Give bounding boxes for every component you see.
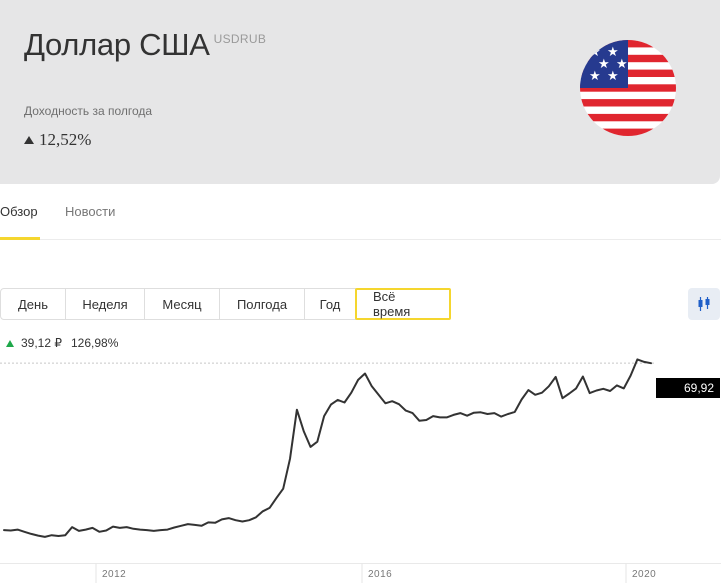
period-month-button[interactable]: Месяц — [144, 288, 220, 320]
triangle-up-icon — [24, 136, 34, 144]
svg-text:★: ★ — [616, 57, 628, 72]
change-percent: 126,98% — [71, 336, 119, 350]
instrument-title: Доллар США — [24, 27, 210, 62]
x-tick-label: 2020 — [632, 569, 656, 580]
yield-row: 12,52% — [24, 130, 91, 150]
x-tick-label: 2016 — [368, 569, 392, 580]
period-selector: День Неделя Месяц Полгода Год Всё время — [0, 288, 451, 320]
yield-label: Доходность за полгода — [24, 104, 153, 118]
svg-text:★: ★ — [598, 57, 610, 72]
us-flag-icon: ★ ★ ★ ★ ★ ★ — [580, 40, 676, 136]
chart-type-button[interactable] — [688, 288, 720, 320]
active-tab-indicator — [0, 237, 40, 240]
section-tabs: Обзор Новости — [0, 196, 721, 240]
tab-overview[interactable]: Обзор — [0, 204, 38, 219]
price-line — [3, 358, 652, 538]
period-all-time-button[interactable]: Всё время — [355, 288, 451, 320]
title-row: Доллар США USDRUB — [24, 28, 266, 62]
svg-text:★: ★ — [589, 69, 601, 84]
svg-text:★: ★ — [607, 45, 619, 60]
instrument-header: Доллар США USDRUB Доходность за полгода … — [0, 0, 720, 184]
x-tick-label: 2012 — [102, 569, 126, 580]
ticker-label: USDRUB — [213, 32, 267, 46]
period-halfyear-button[interactable]: Полгода — [219, 288, 305, 320]
period-day-button[interactable]: День — [0, 288, 66, 320]
tab-news[interactable]: Новости — [65, 204, 116, 219]
x-axis-ticks: 2012 2016 2020 — [95, 563, 656, 583]
svg-text:★: ★ — [607, 69, 619, 84]
period-year-button[interactable]: Год — [304, 288, 356, 320]
yield-value: 12,52% — [39, 130, 92, 149]
triangle-up-icon — [6, 339, 14, 347]
period-week-button[interactable]: Неделя — [65, 288, 145, 320]
period-change: 39,12 ₽ 126,98% — [6, 336, 118, 350]
last-price-badge: 69,92 — [656, 378, 720, 398]
candlestick-icon — [698, 297, 710, 311]
change-absolute: 39,12 ₽ — [21, 336, 62, 350]
price-chart[interactable]: 2012 2016 2020 — [0, 350, 721, 583]
